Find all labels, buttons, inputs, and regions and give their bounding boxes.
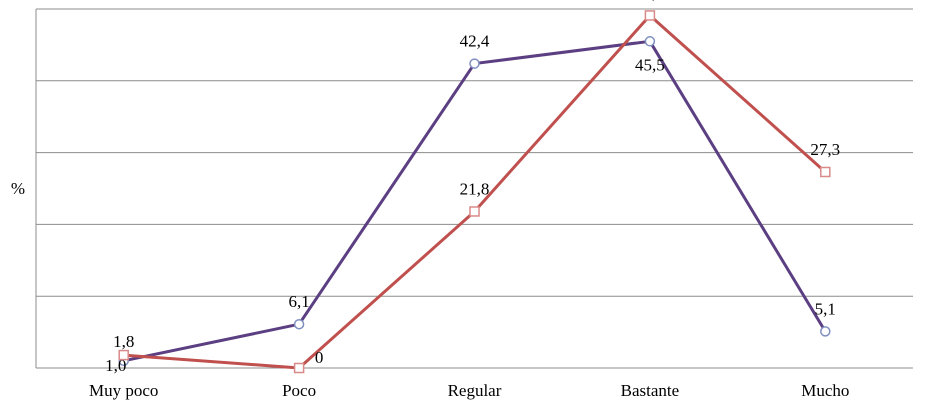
series-2: 1,8 0 21,8 49,1 27,3 <box>113 0 840 374</box>
data-label: 27,3 <box>810 140 840 159</box>
x-tick-label: Muy poco <box>89 381 158 400</box>
data-point <box>644 36 656 47</box>
series-group: 1,0 6,1 42,4 45,5 5,1 1,8 0 21,8 49,1 27,3 <box>105 0 840 375</box>
data-point <box>469 58 480 69</box>
data-point <box>118 349 129 361</box>
data-label: 1,8 <box>113 332 134 351</box>
series-1: 1,0 6,1 42,4 45,5 5,1 <box>105 32 836 375</box>
x-tick-label: Poco <box>282 381 316 400</box>
data-point <box>820 326 831 337</box>
data-label: 49,1 <box>635 0 665 2</box>
data-label: 42,4 <box>460 32 490 51</box>
x-tick-labels: Muy poco Poco Regular Bastante Mucho <box>89 381 849 400</box>
x-tick-label: Mucho <box>801 381 849 400</box>
gridlines <box>36 8 913 297</box>
data-label: 45,5 <box>635 55 665 74</box>
series-line <box>123 39 827 363</box>
x-tick-label: Bastante <box>621 381 680 400</box>
data-label: 1,0 <box>105 356 126 375</box>
data-point <box>293 318 305 330</box>
data-point <box>293 362 305 374</box>
x-tick-label: Regular <box>448 381 502 400</box>
data-point <box>820 166 831 178</box>
data-label: 6,1 <box>288 292 309 311</box>
data-label: 21,8 <box>460 179 490 198</box>
data-point <box>469 206 480 217</box>
data-point <box>644 10 656 21</box>
data-label: 5,1 <box>815 299 836 318</box>
data-label: 0 <box>315 348 324 367</box>
y-axis-label: % <box>11 179 25 198</box>
